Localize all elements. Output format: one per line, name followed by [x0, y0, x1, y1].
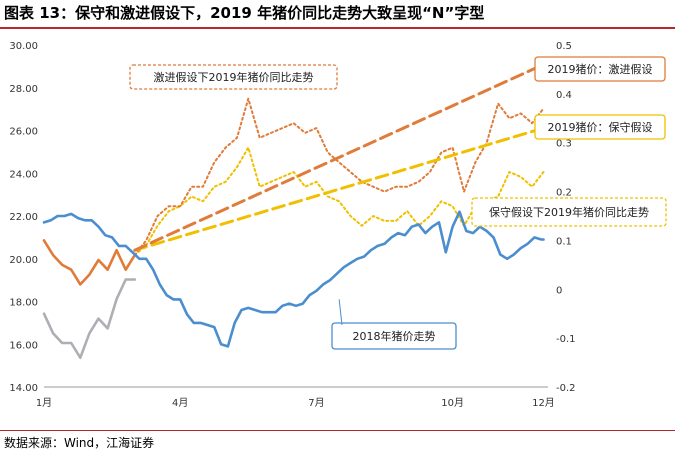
x-tick-label-2: 7月 [308, 397, 324, 409]
series-line-aggressive-trend [133, 63, 545, 252]
aggressive-forecast-label: 激进假设下2019年猪价同比走势 [154, 70, 314, 84]
y-left-tick-label-7: 28.00 [9, 84, 38, 95]
y-right-tick-label-0: -0.2 [556, 383, 576, 394]
aggressive-trend-label-box [534, 56, 666, 82]
y-right-tick-label-2: 0 [556, 285, 562, 296]
price2018-label-box [331, 322, 457, 350]
y-left-tick-label-1: 16.00 [9, 340, 38, 351]
price2018-label-leader-line [338, 299, 343, 326]
x-tick-label-1: 4月 [172, 397, 188, 409]
y-right-tick-label-1: -0.1 [556, 334, 576, 345]
conservative-forecast-label: 保守假设下2019年猪价同比走势 [489, 205, 649, 219]
y-left-tick-label-6: 26.00 [9, 127, 38, 138]
price2018-label: 2018年猪价走势 [353, 329, 436, 343]
y-left-tick-label-4: 22.00 [9, 212, 38, 223]
y-left-tick-label-2: 18.00 [9, 298, 38, 309]
y-left-tick-label-0: 14.00 [9, 383, 38, 394]
y-right-tick-label-4: 0.2 [556, 188, 572, 199]
y-left-tick-label-5: 24.00 [9, 169, 38, 180]
title-divider [0, 27, 675, 29]
series-line-history [42, 278, 137, 360]
series-line-aggressive-hist [42, 239, 137, 286]
y-right-tick-label-3: 0.1 [556, 236, 572, 247]
conservative-forecast-label-box [471, 197, 667, 227]
y-right-tick-label-5: 0.3 [556, 139, 572, 150]
y-left-tick-label-3: 20.00 [9, 255, 38, 266]
x-tick-label-3: 10月 [441, 397, 464, 409]
x-tick-label-4: 12月 [532, 397, 555, 409]
source-divider [0, 430, 675, 431]
conservative-trend-label: 2019猪价：保守假设 [548, 120, 653, 134]
aggressive-forecast-label-box [129, 64, 338, 90]
y-right-tick-label-6: 0.4 [556, 90, 572, 101]
data-source: 数据来源：Wind，江海证券 [4, 436, 155, 450]
y-right-tick-label-7: 0.5 [556, 41, 572, 52]
x-tick-label-0: 1月 [36, 397, 52, 409]
aggressive-trend-label: 2019猪价：激进假设 [548, 62, 653, 76]
conservative-trend-label-box [534, 114, 666, 140]
series-line-price2018 [42, 210, 545, 348]
y-left-tick-label-8: 30.00 [9, 41, 38, 52]
chart-title: 图表 13：保守和激进假设下，2019 年猪价同比走势大致呈现“N”字型 [4, 4, 485, 22]
series-line-aggressive-forecast [133, 97, 545, 257]
series-line-conservative-trend [133, 126, 545, 252]
